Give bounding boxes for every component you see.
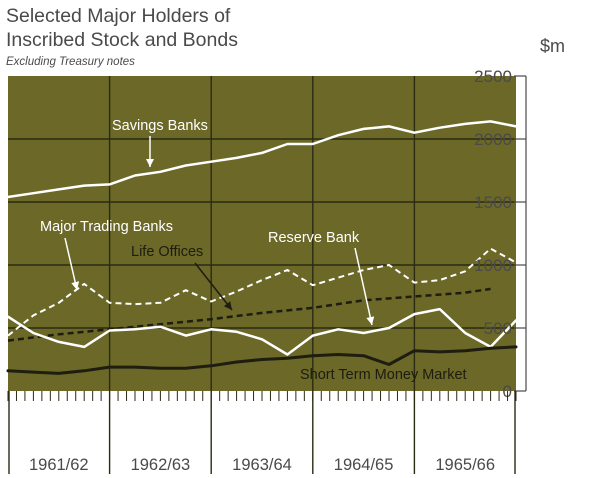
x-category-label: 1961/62: [29, 456, 89, 474]
series-line-savings-banks: [6, 120, 518, 199]
chart-subtitle: Excluding Treasury notes: [6, 56, 135, 68]
arrowhead-life-offices: [223, 301, 232, 310]
gridlines: [8, 76, 516, 474]
y-tick-label: 2500: [474, 67, 512, 86]
y-tick-label: 1500: [474, 193, 512, 212]
x-category-label: 1964/65: [334, 456, 394, 474]
y-tick-label: 2000: [474, 130, 512, 149]
series-line-short-term-money-market: [6, 345, 518, 375]
label-major-trading-banks: Major Trading Banks: [40, 219, 173, 235]
series-line-life-offices: [7, 287, 491, 342]
series-lines: [6, 120, 518, 375]
x-category-label: 1963/64: [232, 456, 292, 474]
label-life-offices: Life Offices: [131, 244, 203, 260]
x-category-label: 1962/63: [131, 456, 191, 474]
x-category-label: 1965/66: [435, 456, 495, 474]
arrowhead-major-trading-banks: [71, 281, 80, 290]
pointer-life-offices: [194, 262, 233, 311]
chart-title-line2: Inscribed Stock and Bonds: [6, 29, 238, 51]
label-reserve-bank: Reserve Bank: [268, 230, 360, 246]
x-axis: 1961/62 1962/63 1963/64 1964/65 1965/66: [7, 391, 517, 474]
y-axis-unit-label: $m: [540, 36, 566, 56]
pointer-reserve-bank: [354, 247, 373, 326]
series-line-reserve-bank: [6, 307, 518, 356]
chart-title-line1: Selected Major Holders of: [6, 5, 231, 27]
arrowhead-savings-banks: [146, 159, 154, 167]
y-axis: 05001000150020002500: [474, 67, 527, 401]
chart-title: Selected Major Holders of Inscribed Stoc…: [6, 4, 238, 52]
series-labels: Savings Banks Major Trading Banks Life Off…: [40, 118, 467, 383]
arrowhead-reserve-bank: [366, 316, 375, 325]
pointer-major-trading-banks: [64, 237, 78, 291]
label-short-term-money-market: Short Term Money Market: [300, 367, 467, 383]
label-savings-banks: Savings Banks: [112, 118, 208, 134]
y-tick-label: 500: [484, 319, 512, 338]
series-line-major-trading-banks: [7, 247, 517, 337]
y-tick-label: 1000: [474, 256, 512, 275]
